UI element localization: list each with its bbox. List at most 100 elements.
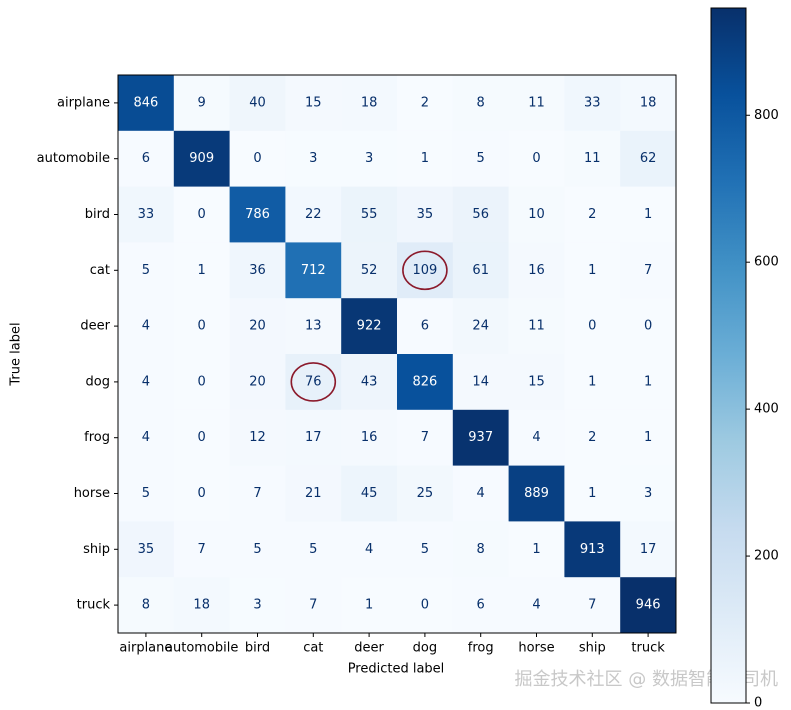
y-tick-label: bird <box>85 207 110 222</box>
cell-label: 6 <box>421 319 429 334</box>
cell <box>508 75 565 132</box>
x-tick-label: ship <box>579 641 606 656</box>
cell-label: 55 <box>361 207 378 222</box>
cell-label: 2 <box>588 430 596 445</box>
cell-label: 3 <box>365 151 373 166</box>
cell-label: 0 <box>198 207 206 222</box>
cell-label: 11 <box>528 95 545 110</box>
cell <box>341 354 398 411</box>
cell <box>341 130 398 188</box>
cell <box>620 409 677 467</box>
cell-label: 1 <box>588 486 596 501</box>
cell <box>620 186 677 243</box>
cell <box>620 521 677 578</box>
x-tick-label: cat <box>303 641 323 656</box>
cell <box>285 521 342 578</box>
y-tick-label: horse <box>74 486 110 501</box>
cell <box>341 75 398 132</box>
colorbar-tick-label: 600 <box>754 255 779 270</box>
cell <box>118 409 175 467</box>
cell <box>173 242 231 299</box>
cell-label: 0 <box>644 319 652 334</box>
cell-label: 9 <box>198 95 206 110</box>
cell <box>173 130 231 188</box>
cell-label: 18 <box>361 95 378 110</box>
cell-label: 0 <box>588 319 596 334</box>
cell <box>620 75 677 132</box>
cell-label: 0 <box>253 151 261 166</box>
cell-label: 5 <box>142 486 150 501</box>
cell <box>452 130 510 188</box>
cell <box>508 409 565 467</box>
cell-label: 62 <box>640 151 657 166</box>
cell-label: 1 <box>532 542 540 557</box>
cell-label: 18 <box>640 95 657 110</box>
cell <box>229 409 286 467</box>
cell-label: 913 <box>580 542 605 557</box>
highlight-circle <box>290 362 337 402</box>
cell-label: 3 <box>309 151 317 166</box>
cell-label: 5 <box>477 151 485 166</box>
cell <box>564 298 621 355</box>
y-tick-label: frog <box>84 430 110 445</box>
plot-frame <box>117 74 677 634</box>
cell-label: 43 <box>361 374 378 389</box>
cell <box>173 298 231 355</box>
cell <box>564 409 621 467</box>
cell <box>285 465 342 522</box>
cell <box>173 521 231 578</box>
colorbar-tick-label: 200 <box>754 549 779 564</box>
cell-label: 1 <box>198 263 206 278</box>
cell <box>452 242 510 299</box>
cell-label: 16 <box>361 430 378 445</box>
cell-label: 109 <box>412 263 437 278</box>
cell <box>620 130 677 188</box>
cell <box>118 298 175 355</box>
cell <box>285 130 342 188</box>
cell-label: 7 <box>309 598 317 613</box>
cell-label: 8 <box>477 542 485 557</box>
cell-label: 11 <box>584 151 601 166</box>
cell <box>452 75 510 132</box>
cell <box>564 577 621 634</box>
cell-label: 33 <box>138 207 155 222</box>
cell <box>341 521 398 578</box>
y-tick-label: cat <box>90 263 110 278</box>
x-tick-label: automobile <box>165 641 238 656</box>
cell-label: 4 <box>477 486 485 501</box>
cell-label: 3 <box>644 486 652 501</box>
cell-label: 0 <box>421 598 429 613</box>
cell-label: 14 <box>472 374 489 389</box>
cell <box>173 186 231 243</box>
colorbar-tick-label: 800 <box>754 108 779 123</box>
x-tick-label: frog <box>468 641 494 656</box>
cell <box>229 298 286 355</box>
cell <box>285 242 342 299</box>
cell-label: 17 <box>640 542 657 557</box>
cell-label: 24 <box>472 319 489 334</box>
colorbar <box>710 7 747 704</box>
cell-label: 2 <box>588 207 596 222</box>
cell-label: 3 <box>253 598 261 613</box>
cell <box>452 465 510 522</box>
cell-label: 7 <box>253 486 261 501</box>
cell-label: 6 <box>142 151 150 166</box>
cell-label: 15 <box>305 95 322 110</box>
cell-label: 4 <box>365 542 373 557</box>
cell <box>229 130 286 188</box>
cell <box>508 186 565 243</box>
cell-label: 4 <box>142 374 150 389</box>
cell <box>508 242 565 299</box>
cell-label: 33 <box>584 95 601 110</box>
y-tick-label: truck <box>77 598 111 613</box>
cell <box>397 354 454 411</box>
cell <box>229 75 286 132</box>
y-tick-label: airplane <box>57 95 110 110</box>
cell <box>341 298 398 355</box>
cell-label: 909 <box>189 151 214 166</box>
cell-label: 15 <box>528 374 545 389</box>
cell-label: 5 <box>309 542 317 557</box>
cell-label: 1 <box>588 263 596 278</box>
cell-label: 11 <box>528 319 545 334</box>
cell-label: 826 <box>412 374 437 389</box>
